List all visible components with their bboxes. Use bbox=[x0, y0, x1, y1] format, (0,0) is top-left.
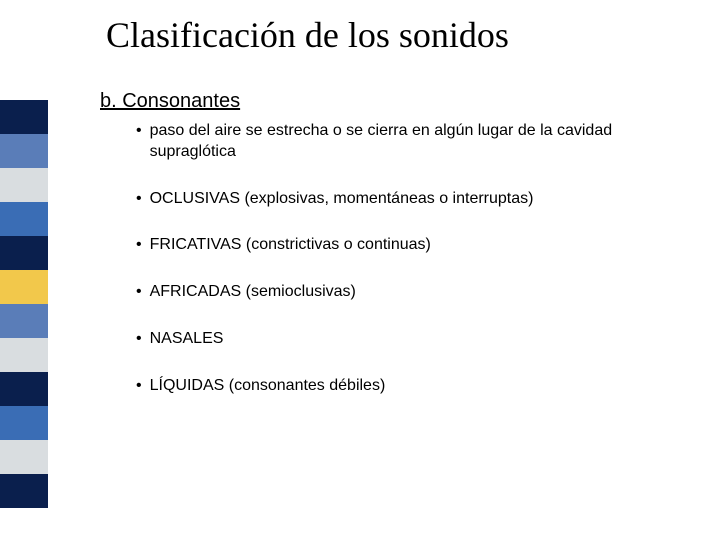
decorative-sidebar bbox=[0, 100, 48, 508]
bullet-text: paso del aire se estrecha o se cierra en… bbox=[150, 121, 660, 163]
bullet-marker: • bbox=[136, 189, 142, 210]
bullet-text: FRICATIVAS (constrictivas o continuas) bbox=[150, 235, 431, 256]
bullet-marker: • bbox=[136, 121, 142, 142]
sidebar-color-block bbox=[0, 100, 48, 134]
bullet-text: OCLUSIVAS (explosivas, momentáneas o int… bbox=[150, 189, 534, 210]
list-item: • OCLUSIVAS (explosivas, momentáneas o in… bbox=[136, 189, 700, 210]
list-item: • paso del aire se estrecha o se cierra e… bbox=[136, 121, 700, 163]
sidebar-color-block bbox=[0, 474, 48, 508]
sidebar-color-block bbox=[0, 168, 48, 202]
list-item: • NASALES bbox=[136, 329, 700, 350]
bullet-marker: • bbox=[136, 235, 142, 256]
sidebar-color-block bbox=[0, 134, 48, 168]
list-item: • AFRICADAS (semioclusivas) bbox=[136, 282, 700, 303]
slide-title: Clasificación de los sonidos bbox=[106, 14, 700, 56]
sidebar-color-block bbox=[0, 236, 48, 270]
slide-content: Clasificación de los sonidos b. Consonan… bbox=[78, 14, 700, 423]
bullet-text: LÍQUIDAS (consonantes débiles) bbox=[150, 376, 386, 397]
sidebar-color-block bbox=[0, 202, 48, 236]
sidebar-color-block bbox=[0, 270, 48, 304]
slide-subtitle: b. Consonantes bbox=[100, 90, 700, 113]
sidebar-color-block bbox=[0, 440, 48, 474]
bullet-marker: • bbox=[136, 376, 142, 397]
bullet-list: • paso del aire se estrecha o se cierra e… bbox=[136, 121, 700, 397]
bullet-text: AFRICADAS (semioclusivas) bbox=[150, 282, 356, 303]
sidebar-color-block bbox=[0, 304, 48, 338]
list-item: • LÍQUIDAS (consonantes débiles) bbox=[136, 376, 700, 397]
sidebar-color-block bbox=[0, 406, 48, 440]
sidebar-color-block bbox=[0, 338, 48, 372]
bullet-marker: • bbox=[136, 329, 142, 350]
bullet-text: NASALES bbox=[150, 329, 224, 350]
list-item: • FRICATIVAS (constrictivas o continuas) bbox=[136, 235, 700, 256]
sidebar-color-block bbox=[0, 372, 48, 406]
bullet-marker: • bbox=[136, 282, 142, 303]
